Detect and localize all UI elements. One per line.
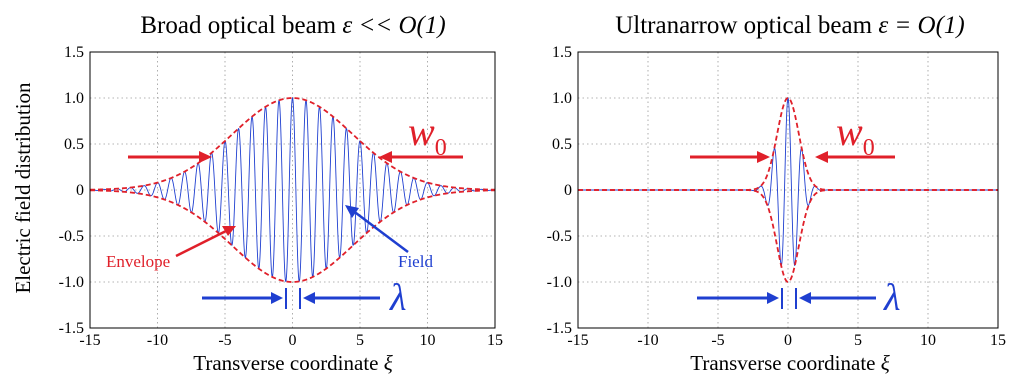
lambda-arrowhead-left [271,292,283,304]
field-annotation: Field [345,205,433,271]
x-tick-label: -10 [637,332,658,349]
x-axis-label-text: Transverse coordinate [193,351,384,375]
w0-annotation: w0 [690,109,895,163]
y-tick-label: -1.5 [59,320,84,337]
plot-frame [89,51,496,329]
lambda-arrowhead-right [799,292,811,304]
x-axis-label-math: ξ [384,351,393,375]
lambda-arrowhead-left [767,292,779,304]
chart-title: Ultranarrow optical beam ε = O(1) [615,12,965,39]
y-tick-label: 1.5 [64,44,84,61]
w0-label: w0 [836,109,875,161]
w0-arrowhead-right [379,151,392,163]
y-tick-label: 0.5 [64,136,84,153]
field-arrow [351,209,409,253]
x-tick-label: 0 [784,332,792,349]
x-axis-label-text: Transverse coordinate [690,351,881,375]
y-tick-label: 1.5 [552,44,572,61]
x-tick-label: 15 [487,332,503,349]
ticks: -15 -10 -5 0 5 10 15 -1.5 -1.0 -0.5 0 0.5 1.0 1.5 [547,44,1006,349]
lambda-annotation: λ [697,277,900,319]
y-tick-label: 1.0 [64,90,84,107]
lambda-label: λ [389,277,406,319]
w0-label: w0 [408,109,447,161]
lambda-arrowhead-right [303,292,315,304]
chart-title: Broad optical beam ε << O(1) [140,12,445,39]
envelope-arrow [175,228,229,258]
x-tick-label: 5 [356,332,364,349]
envelope-annotation: Envelope [106,226,236,271]
y-tick-label: -0.5 [547,228,572,245]
y-tick-label: -1.0 [59,274,84,291]
lambda-label: λ [883,277,900,319]
envelope-arrowhead [222,226,236,236]
envelope-lower-line [578,189,998,283]
y-tick-label: -0.5 [59,228,84,245]
x-tick-label: -10 [147,332,168,349]
chart-panel-ultranarrow: Ultranarrow optical beam ε = O(1) -15 -10… [547,12,1006,375]
curves [578,97,998,283]
y-tick-label: -1.0 [547,274,572,291]
plot-frame [577,51,999,329]
envelope-label: Envelope [106,252,170,271]
x-tick-label: -5 [711,332,724,349]
chart-panel-broad: Broad optical beam ε << O(1) -15 -10 -5 0 5 1… [59,12,503,375]
x-tick-label: 10 [420,332,436,349]
y-tick-label: 0 [76,182,84,199]
chart-title-text: Ultranarrow optical beam [615,12,878,39]
y-tick-label: 1.0 [552,90,572,107]
y-tick-label: -1.5 [547,320,572,337]
x-tick-label: -15 [79,332,100,349]
x-tick-label: 5 [854,332,862,349]
envelope-upper-line [89,97,496,191]
chart-title-math: ε << O(1) [342,12,445,39]
w0-arrowhead-left [757,151,770,163]
envelope-lower-line [89,189,496,283]
x-axis-label-math: ξ [881,351,890,375]
y-tick-label: 0.5 [552,136,572,153]
x-tick-label: 15 [990,332,1006,349]
x-tick-label: 10 [920,332,936,349]
chart-title-text: Broad optical beam [140,12,342,39]
field-arrowhead [345,205,359,218]
curves [89,97,496,283]
w0-arrowhead-left [199,151,212,163]
x-tick-label: -5 [218,332,231,349]
chart-title-math: ε = O(1) [878,12,964,39]
w0-arrowhead-right [815,151,828,163]
ticks: -15 -10 -5 0 5 10 15 -1.5 -1.0 -0.5 0 0.5 1.0 1.5 [59,44,503,349]
x-tick-label: -15 [567,332,588,349]
lambda-annotation: λ [202,277,406,319]
x-axis-label: Transverse coordinate ξ [193,351,393,375]
field-label: Field [398,252,433,271]
x-tick-label: 0 [289,332,297,349]
y-axis-label: Electric field distribution [11,82,35,294]
y-tick-label: 0 [564,182,572,199]
x-axis-label: Transverse coordinate ξ [690,351,890,375]
w0-annotation: w0 [128,109,463,163]
